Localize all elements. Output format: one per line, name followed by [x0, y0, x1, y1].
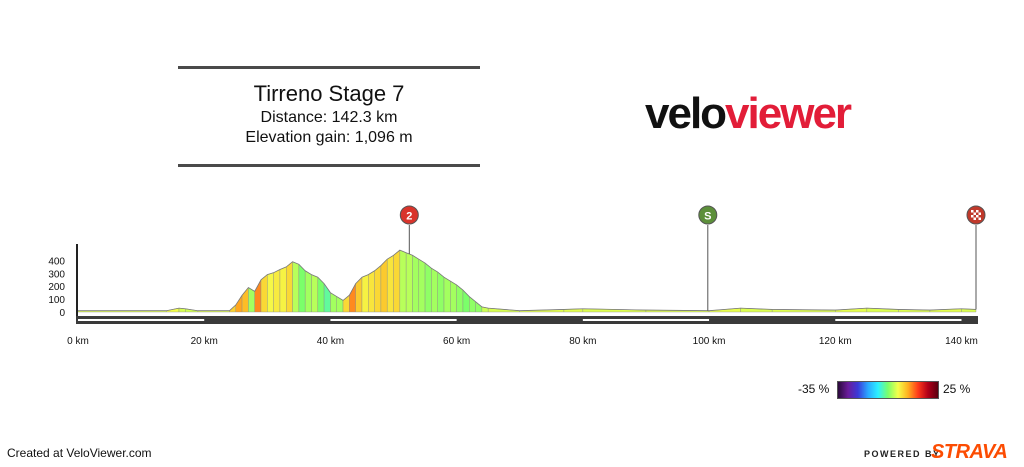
marker-climb-label: 2 [406, 211, 412, 223]
finish-flag-icon [976, 215, 979, 218]
profile-segment [273, 269, 281, 313]
gradient-legend-min: -35 % [798, 382, 830, 396]
y-tick-label: 0 [59, 308, 65, 319]
stage-title-box: Tirreno Stage 7 Distance: 142.3 km Eleva… [178, 66, 480, 168]
profile-segment [279, 266, 287, 313]
y-tick-label: 400 [48, 256, 65, 267]
profile-segment [311, 274, 319, 313]
elevation-profile-chart: 0 100 200 300 400 0 km 20 km 40 km 60 km 80 km 100… [48, 205, 986, 347]
profile-segment [450, 280, 457, 313]
marker-sprint-badge [698, 205, 718, 225]
stage-elevation-gain: Elevation gain: 1,096 m [245, 129, 413, 146]
distance-stripe [330, 319, 457, 321]
y-tick-label: 300 [48, 269, 65, 280]
profile-segment [298, 263, 306, 313]
profile-segment [304, 270, 312, 313]
finish-flag-icon [971, 215, 974, 218]
title-rule-bottom [178, 164, 480, 167]
logo-velo: velo [645, 89, 727, 138]
marker-climb-badge [399, 205, 419, 225]
x-tick-label: 140 km [945, 336, 978, 347]
profile-outline [78, 249, 977, 312]
profile-segment [349, 283, 356, 313]
x-tick-label: 120 km [819, 336, 852, 347]
gradient-legend-max: 25 % [943, 382, 971, 396]
profile-segment [443, 276, 451, 313]
title-rule-top [178, 66, 480, 69]
gradient-legend-bar [837, 381, 939, 399]
profile-segment [286, 261, 293, 313]
profile-segment [399, 249, 407, 313]
profile-segment [393, 249, 401, 313]
profile-segment [267, 272, 274, 313]
finish-flag-icon [978, 212, 981, 215]
profile-segment [368, 270, 375, 313]
profile-segment [254, 279, 262, 313]
x-tick-label: 100 km [693, 336, 726, 347]
x-tick-label: 80 km [569, 336, 596, 347]
y-tick-label: 200 [48, 282, 65, 293]
stage-distance: Distance: 142.3 km [260, 109, 398, 126]
profile-segment [292, 261, 300, 313]
profile-segment [374, 265, 382, 313]
profile-segment [424, 262, 432, 313]
y-tick-label: 100 [48, 295, 65, 306]
profile-segment [475, 301, 483, 313]
distance-stripe [582, 319, 710, 321]
distance-ribbon [76, 316, 978, 324]
x-tick-label: 20 km [191, 336, 218, 347]
finish-flag-icon [971, 210, 974, 213]
profile-segment [380, 258, 388, 313]
profile-segment [387, 254, 394, 313]
profile-segment [418, 258, 426, 313]
distance-stripe [78, 319, 205, 321]
x-tick-label: 0 km [67, 336, 89, 347]
finish-flag-icon [978, 217, 981, 220]
x-tick-label: 40 km [317, 336, 344, 347]
profile-segment [260, 274, 268, 313]
veloviewer-logo: veloviewer [645, 89, 852, 138]
profile-segment [412, 254, 419, 313]
powered-by-label: POWERED BY [864, 449, 941, 459]
profile-segment [361, 274, 369, 313]
distance-stripe [835, 319, 962, 321]
profile-segment [405, 252, 413, 313]
profile-segment [437, 271, 445, 313]
x-tick-label: 60 km [443, 336, 470, 347]
finish-flag-icon [973, 217, 976, 220]
created-at-link[interactable]: Created at VeloViewer.com [7, 446, 152, 460]
marker-sprint-label: S [704, 211, 711, 223]
profile-segment [431, 267, 438, 313]
logo-viewer: viewer [725, 89, 852, 138]
finish-flag-icon [976, 210, 979, 213]
finish-flag-icon [973, 212, 976, 215]
strava-logo: STRAVA [931, 441, 1008, 463]
stage-title: Tirreno Stage 7 [253, 81, 405, 106]
